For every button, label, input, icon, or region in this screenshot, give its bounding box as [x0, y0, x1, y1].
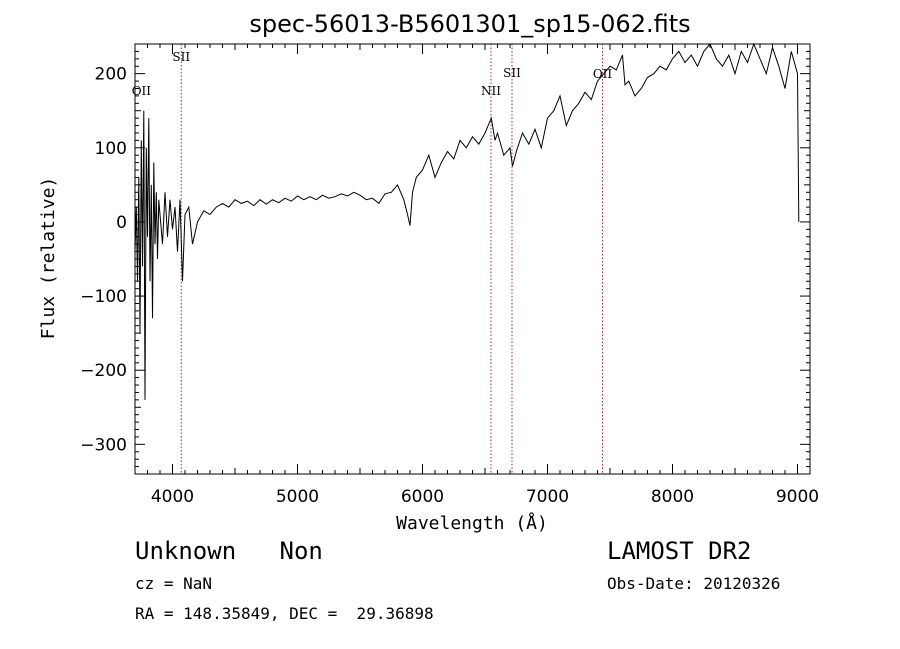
marker-label-3: OII	[593, 67, 613, 81]
y-tick-label: −300	[80, 435, 127, 455]
oii-blue-label: OII	[132, 84, 152, 98]
x-tick-label: 6000	[401, 487, 444, 507]
y-tick-label: 200	[95, 65, 127, 85]
marker-label-0: SII	[172, 50, 190, 64]
x-tick-label: 7000	[526, 487, 569, 507]
y-axis-label: Flux (relative)	[38, 177, 59, 340]
object-type: Unknown Non	[135, 537, 323, 565]
coordinates-readout: RA = 148.35849, DEC = 29.36898	[135, 604, 434, 623]
x-tick-label: 9000	[776, 487, 819, 507]
x-tick-label: 4000	[151, 487, 194, 507]
observation-date: Obs-Date: 20120326	[607, 574, 781, 593]
y-tick-label: −200	[80, 361, 127, 381]
y-tick-labels: −300 −200 −100 0 100 200	[80, 65, 127, 456]
y-tick-label: −100	[80, 287, 127, 307]
marker-label-2: SII	[503, 66, 521, 80]
chart-title: spec-56013-B5601301_sp15-062.fits	[249, 10, 690, 38]
x-axis-label: Wavelength (Å)	[396, 512, 548, 534]
marker-label-1: NII	[481, 84, 501, 98]
plot-frame	[134, 43, 811, 475]
x-tick-labels: 4000 5000 6000 7000 8000 9000	[151, 487, 819, 507]
x-tick-label: 8000	[651, 487, 694, 507]
y-tick-label: 0	[116, 213, 127, 233]
axis-ticks	[134, 43, 811, 475]
x-tick-label: 5000	[276, 487, 319, 507]
survey-name: LAMOST DR2	[607, 537, 752, 565]
series-line-flux	[134, 42, 800, 400]
flux-series-group	[134, 42, 800, 400]
redshift-readout: cz = NaN	[135, 574, 213, 593]
y-tick-label: 100	[95, 139, 127, 159]
